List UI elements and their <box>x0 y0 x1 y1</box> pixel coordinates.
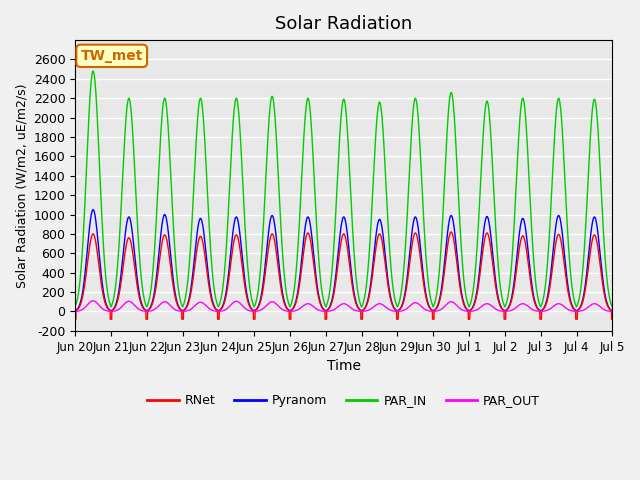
Pyranom <box>608 308 616 313</box>
Line: PAR_OUT: PAR_OUT <box>75 301 612 312</box>
PAR_OUT <box>435 308 442 313</box>
Pyranom <box>168 264 175 269</box>
Pyranom <box>324 307 332 312</box>
PAR_OUT <box>286 309 294 314</box>
Pyranom <box>89 207 97 213</box>
RNet <box>447 229 455 235</box>
PAR_OUT <box>608 309 616 314</box>
PAR_IN <box>435 278 442 284</box>
RNet <box>464 308 472 313</box>
PAR_IN <box>464 301 472 307</box>
RNet <box>71 316 79 322</box>
Pyranom <box>495 296 502 302</box>
PAR_IN <box>358 304 365 310</box>
PAR_OUT <box>324 309 332 314</box>
Pyranom <box>71 308 79 313</box>
Legend: RNet, Pyranom, PAR_IN, PAR_OUT: RNet, Pyranom, PAR_IN, PAR_OUT <box>143 389 545 412</box>
Pyranom <box>358 308 365 313</box>
RNet <box>609 316 616 322</box>
Line: RNet: RNet <box>75 232 612 319</box>
Line: PAR_IN: PAR_IN <box>75 71 612 307</box>
RNet <box>495 298 502 304</box>
RNet <box>168 272 175 278</box>
PAR_OUT <box>609 309 616 314</box>
PAR_IN <box>71 303 79 309</box>
PAR_OUT <box>495 308 502 313</box>
Line: Pyranom: Pyranom <box>75 210 612 311</box>
PAR_IN <box>168 192 175 198</box>
RNet <box>435 302 442 308</box>
PAR_OUT <box>89 298 97 304</box>
PAR_OUT <box>464 309 472 314</box>
PAR_IN <box>324 300 332 305</box>
Pyranom <box>435 300 442 306</box>
PAR_OUT <box>168 304 175 310</box>
X-axis label: Time: Time <box>327 359 361 373</box>
Pyranom <box>609 308 616 313</box>
PAR_IN <box>89 68 97 74</box>
PAR_IN <box>608 303 616 309</box>
RNet <box>324 307 332 313</box>
Title: Solar Radiation: Solar Radiation <box>275 15 412 33</box>
Pyranom <box>464 307 472 313</box>
PAR_IN <box>609 304 616 310</box>
Text: TW_met: TW_met <box>81 49 143 63</box>
PAR_OUT <box>71 309 79 314</box>
PAR_IN <box>495 266 502 272</box>
Y-axis label: Solar Radiation (W/m2, uE/m2/s): Solar Radiation (W/m2, uE/m2/s) <box>15 83 28 288</box>
RNet <box>608 316 616 322</box>
